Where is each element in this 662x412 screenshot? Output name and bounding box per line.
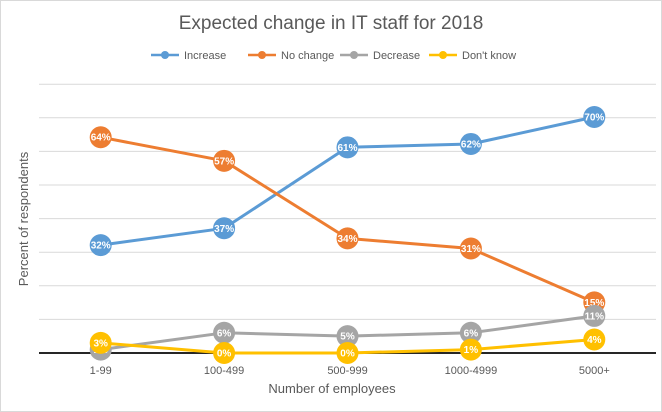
data-label-3-1: 0% [217,349,232,360]
data-point-2-4 [583,304,606,327]
x-axis-label: Number of employees [268,381,396,396]
data-label-3-2: 0% [340,349,355,360]
x-tick-label-4: 5000+ [579,365,610,377]
data-label-0-4: 70% [584,113,604,124]
chart-title: Expected change in IT staff for 2018 [179,13,484,34]
series-3: 3% 0% 0% 1% 4% [89,328,606,364]
data-point-1-3 [459,237,482,260]
series-0: 32% 37% 61% 62% 70% [89,106,606,257]
data-label-1-3: 31% [461,244,481,255]
data-point-1-1 [213,149,236,172]
data-point-1-0 [89,126,112,149]
x-tick-label-1: 100-499 [204,365,244,377]
data-point-3-1 [213,342,236,364]
data-point-3-3 [459,338,482,361]
legend: Increase No change Decrease Don't know [151,50,516,62]
data-point-0-0 [89,234,112,257]
data-point-1-2 [336,227,359,250]
legend-label-0: Increase [184,50,226,62]
data-point-2-3 [459,321,482,344]
data-point-3-4 [583,328,606,351]
data-label-0-3: 62% [461,139,481,150]
x-tick-label-3: 1000-4999 [445,365,498,377]
data-label-2-2: 5% [340,332,355,343]
data-point-0-2 [336,136,359,159]
y-axis-label: Percent of respondents [16,151,31,286]
legend-label-1: No change [281,50,334,62]
data-point-2-1 [213,321,236,344]
data-point-0-4 [583,106,606,128]
legend-marker-2 [350,51,358,59]
data-label-0-2: 61% [337,143,357,154]
legend-marker-0 [161,51,169,59]
legend-label-2: Decrease [373,50,420,62]
data-label-2-1: 6% [217,328,232,339]
data-label-1-0: 64% [91,133,111,144]
data-point-3-0 [89,331,112,354]
legend-label-3: Don't know [462,50,516,62]
data-label-3-4: 4% [587,335,602,346]
x-tick-labels: 1-99 100-499 500-999 1000-4999 5000+ [90,365,610,377]
data-label-1-4: 15% [584,298,604,309]
x-tick-label-2: 500-999 [327,365,367,377]
data-label-1-2: 34% [337,234,357,245]
data-label-0-0: 32% [91,241,111,252]
gridlines [39,83,656,320]
data-label-3-0: 3% [93,338,108,349]
data-label-2-4: 11% [585,311,605,322]
data-label-2-3: 6% [464,328,479,339]
data-point-3-2 [336,342,359,364]
legend-marker-3 [439,51,447,59]
data-label-0-1: 37% [214,224,234,235]
data-label-1-1: 57% [214,156,234,167]
series-1: 64% 57% 34% 31% 15% [89,126,606,314]
data-point-0-3 [459,132,482,155]
series-line-1 [100,135,595,304]
x-tick-label-0: 1-99 [90,365,112,377]
data-point-2-2 [336,325,359,348]
series-line-0 [100,115,595,247]
data-point-0-1 [213,217,236,240]
legend-marker-1 [258,51,266,59]
data-label-3-3: 1% [464,345,479,356]
series-group: 32% 37% 61% 62% 70% 64% 57% 34% 31% 15% 1% 6% 5% 6% 11… [89,106,606,364]
